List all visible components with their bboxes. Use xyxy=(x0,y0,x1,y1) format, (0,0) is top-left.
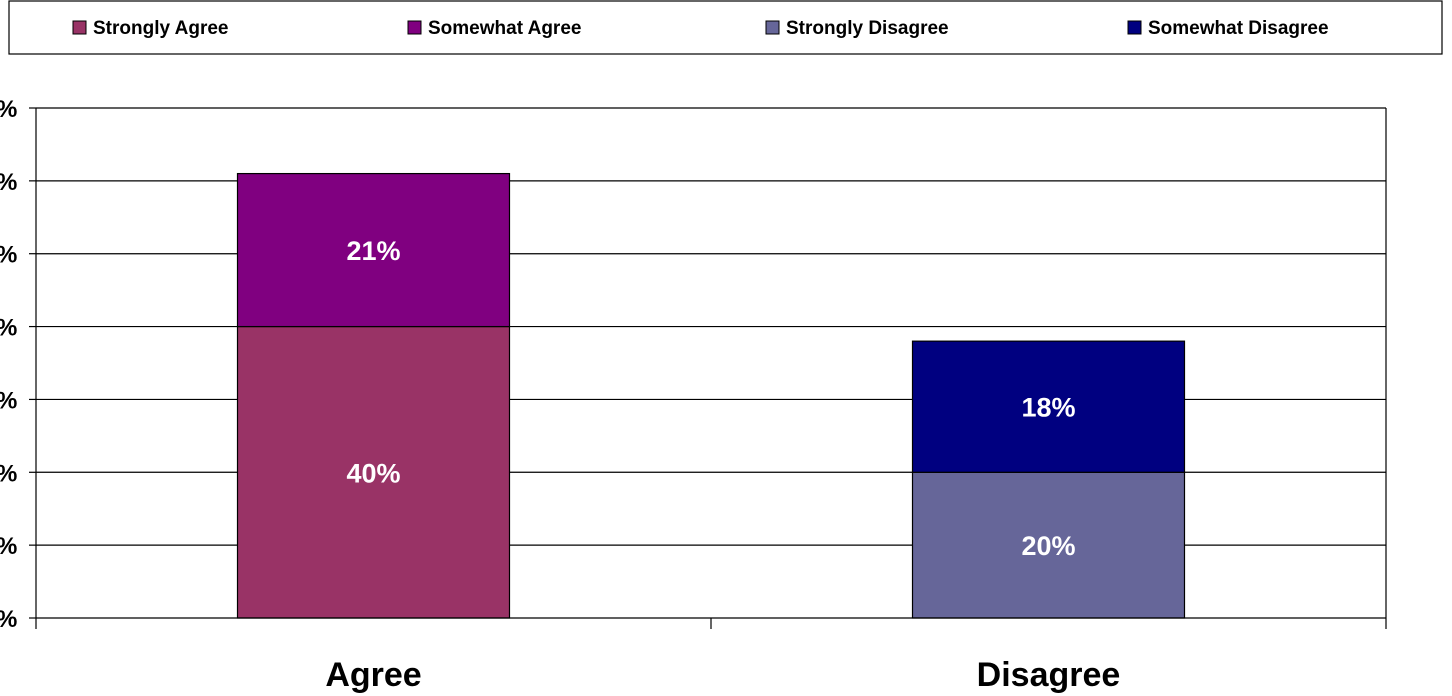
legend-swatch-strongly-agree xyxy=(72,20,87,35)
category-label-agree: Agree xyxy=(325,656,421,694)
y-tick-label: % xyxy=(0,460,17,487)
bar-disagree-somewhat-disagree xyxy=(911,340,1186,473)
labels: %%%%%%%% 40% 21% Agree 20% 18% Disagree xyxy=(0,96,1120,694)
data-label-agree-strongly-agree: 40% xyxy=(346,458,400,488)
bar-agree-strongly-agree xyxy=(236,325,511,619)
legend-box xyxy=(8,0,1443,55)
legend-swatch-somewhat-agree xyxy=(407,20,422,35)
legend-label-strongly-disagree: Strongly Disagree xyxy=(786,18,949,39)
legend-label-somewhat-disagree: Somewhat Disagree xyxy=(1148,18,1329,39)
bar-agree-somewhat-agree xyxy=(236,172,511,328)
y-tick-label: % xyxy=(0,606,17,633)
axes xyxy=(29,107,1387,629)
legend-label-somewhat-agree: Somewhat Agree xyxy=(428,18,581,39)
y-tick-label: % xyxy=(0,96,17,123)
bars xyxy=(236,172,1186,619)
bar-disagree-strongly-disagree xyxy=(911,471,1186,619)
y-tick-label: % xyxy=(0,533,17,560)
legend-swatch-strongly-disagree xyxy=(765,20,780,35)
y-tick-label: % xyxy=(0,242,17,269)
legend: Strongly Agree Somewhat Agree Strongly Dis… xyxy=(8,0,1443,55)
category-label-disagree: Disagree xyxy=(977,656,1121,694)
data-label-agree-somewhat-agree: 21% xyxy=(346,236,400,266)
legend-label-strongly-agree: Strongly Agree xyxy=(93,18,229,39)
legend-swatch-somewhat-disagree xyxy=(1127,20,1142,35)
data-label-disagree-strongly-disagree: 20% xyxy=(1021,531,1075,561)
y-tick-label: % xyxy=(0,169,17,196)
y-tick-label: % xyxy=(0,315,17,342)
data-label-disagree-somewhat-disagree: 18% xyxy=(1021,393,1075,423)
y-tick-label: % xyxy=(0,387,17,414)
